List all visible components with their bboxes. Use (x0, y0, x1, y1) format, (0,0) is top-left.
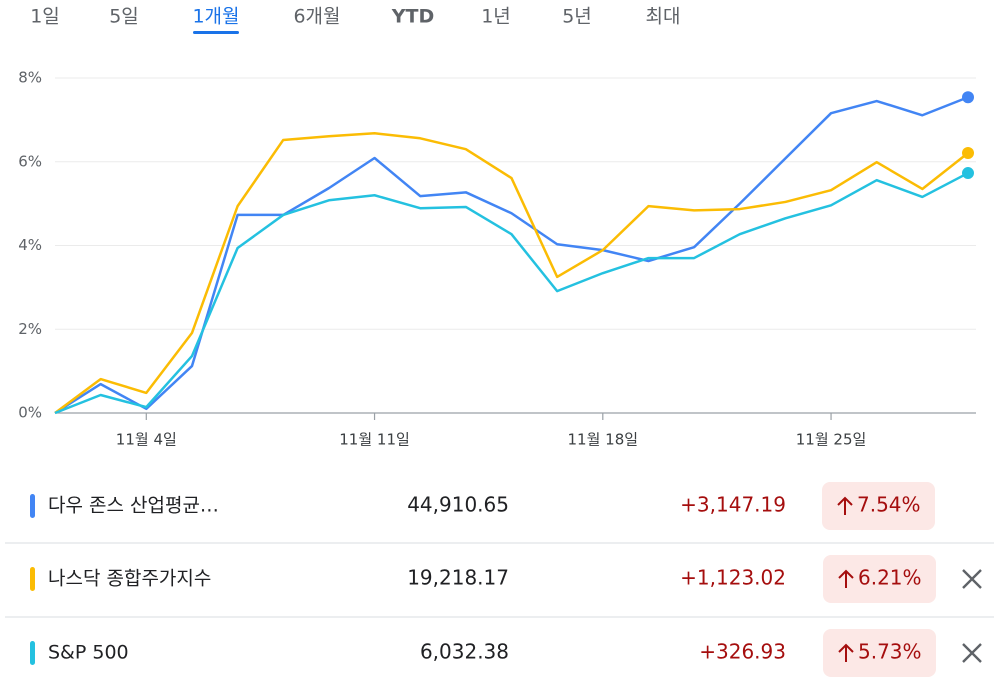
end-dot (962, 91, 974, 104)
percent-pill (823, 555, 936, 603)
tab[interactable]: YTD (391, 6, 435, 28)
y-tick-label: 0% (18, 404, 42, 422)
y-tick-label: 6% (18, 152, 42, 170)
row-percent: 7.54% (857, 493, 921, 517)
x-tick-label: 11월 18일 (568, 431, 639, 449)
series-line (54, 132, 969, 415)
color-pill (30, 494, 35, 518)
tab[interactable]: 5일 (109, 6, 139, 28)
row-price: 44,910.65 (407, 493, 509, 517)
x-tick-label: 11월 25일 (796, 431, 867, 449)
tab[interactable]: 최대 (646, 6, 681, 28)
row-name[interactable]: 나스닥 종합주가지수 (48, 568, 211, 590)
row-change: +326.93 (699, 640, 786, 664)
tab-underline (193, 31, 239, 34)
color-pill (30, 641, 35, 665)
row-price: 6,032.38 (420, 640, 509, 664)
percent-pill (823, 629, 936, 677)
y-tick-label: 2% (18, 320, 42, 338)
up-arrow (838, 569, 854, 588)
row-name[interactable]: S&P 500 (48, 642, 129, 664)
tab[interactable]: 1년 (481, 6, 511, 28)
series-line (54, 171, 969, 415)
tab[interactable]: 6개월 (293, 6, 340, 28)
remove-button[interactable] (962, 569, 982, 589)
up-arrow (837, 496, 853, 515)
row-percent: 5.73% (858, 640, 922, 664)
series-line (54, 96, 969, 415)
x-tick-label: 11월 11일 (339, 431, 410, 449)
tab[interactable]: 1일 (30, 6, 60, 28)
up-arrow (838, 643, 854, 662)
tab[interactable]: 1개월 (192, 6, 239, 28)
end-dot (962, 146, 974, 159)
row-change: +1,123.02 (680, 566, 786, 590)
row-name[interactable]: 다우 존스 산업평균… (48, 495, 219, 517)
row-price: 19,218.17 (407, 566, 509, 590)
x-tick-label: 11월 4일 (116, 431, 177, 449)
y-tick-label: 8% (18, 69, 42, 87)
remove-button[interactable] (962, 643, 982, 663)
y-tick-label: 4% (18, 236, 42, 254)
percent-pill (822, 482, 935, 530)
color-pill (30, 567, 35, 591)
row-percent: 6.21% (858, 566, 922, 590)
row-change: +3,147.19 (680, 493, 786, 517)
tab[interactable]: 5년 (562, 6, 592, 28)
end-dot (962, 167, 974, 180)
